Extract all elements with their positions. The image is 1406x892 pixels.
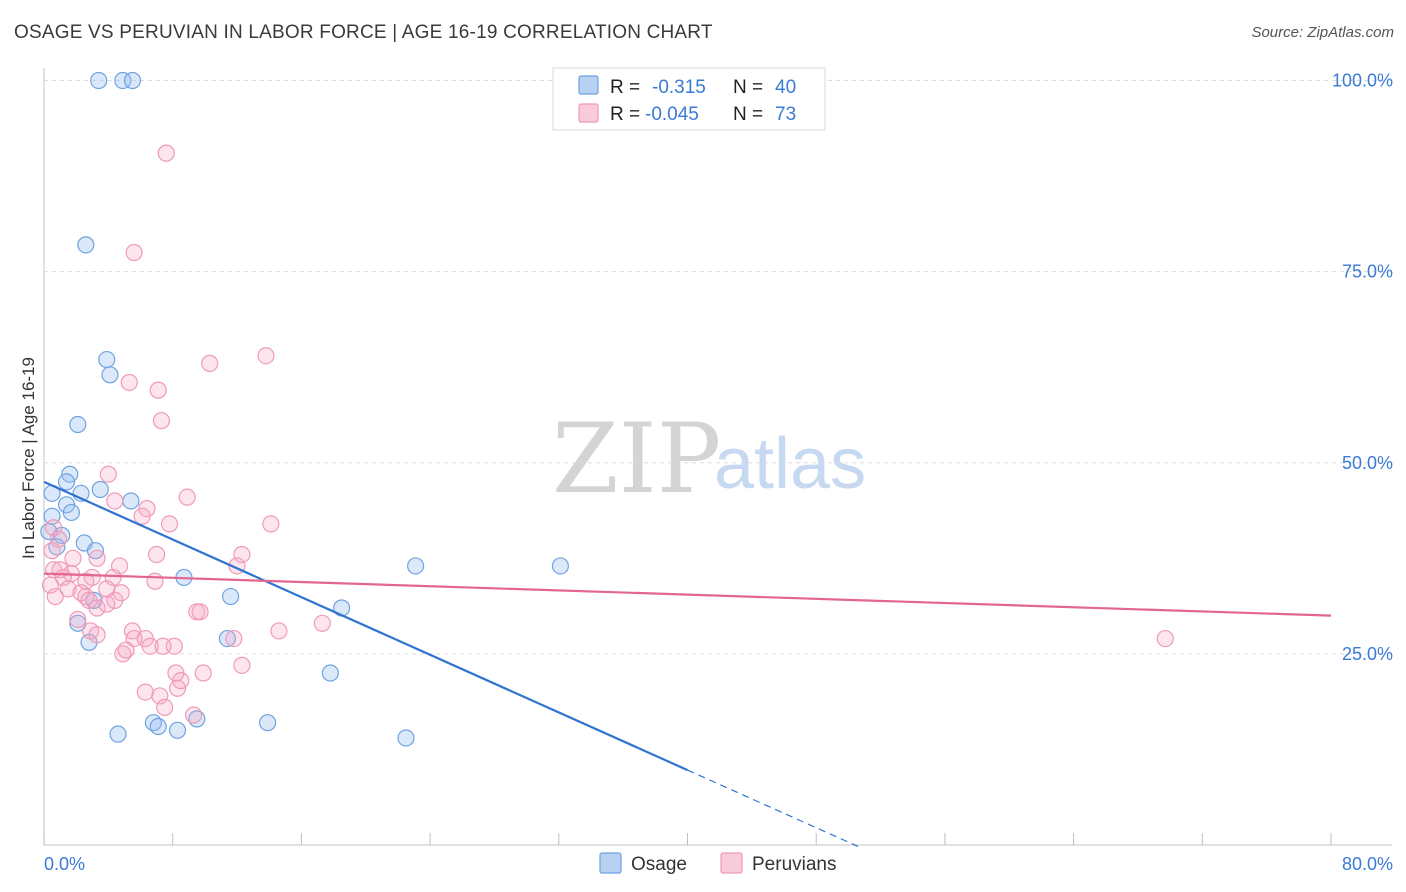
legend-peruvians-n-value: 73	[775, 104, 796, 125]
peruvians-point	[168, 679, 187, 697]
peruvians-point	[154, 637, 172, 655]
peruvians-trend-line	[43, 572, 1332, 617]
peruvians-point	[157, 144, 175, 162]
peruvians-point	[98, 595, 116, 613]
peruvians-point	[141, 637, 159, 655]
legend-osage-r-value: -0.315	[652, 77, 706, 98]
legend-osage-n-label: N =	[733, 77, 763, 98]
osage-point	[407, 557, 425, 575]
osage-point	[57, 473, 76, 491]
osage-point	[101, 366, 119, 384]
peruvians-point	[149, 381, 167, 399]
peruvians-point	[262, 515, 280, 533]
osage-point	[69, 415, 87, 434]
osage-point	[69, 614, 87, 632]
osage-trend-line	[43, 480, 688, 772]
legend-peruvians-r-value: -0.045	[645, 104, 699, 125]
osage-point	[109, 725, 127, 743]
peruvians-point	[156, 698, 174, 716]
peruvians-point	[43, 542, 61, 560]
y-tick-label: 50.0%	[1342, 453, 1393, 473]
osage-point	[114, 71, 132, 90]
osage-trend-extension	[687, 769, 859, 848]
peruvians-point	[64, 549, 82, 567]
y-tick-label: 75.0%	[1342, 262, 1393, 282]
y-tick-label: 25.0%	[1342, 644, 1393, 664]
osage-point	[123, 71, 142, 90]
peruvians-point	[59, 580, 77, 598]
peruvians-point	[160, 515, 179, 533]
peruvians-point	[133, 507, 151, 525]
trend-lines	[43, 480, 1332, 848]
peruvians-point	[185, 706, 203, 724]
peruvians-point	[69, 610, 87, 629]
legend-osage-r-label: R =	[610, 77, 640, 98]
osage-point	[321, 664, 339, 682]
x-tick-label: 80.0%	[1342, 854, 1393, 874]
series-legend: Osage Peruvians	[599, 852, 837, 875]
osage-point	[551, 557, 570, 575]
data-points	[40, 71, 1174, 747]
axes	[43, 68, 1392, 846]
bottom-legend-peruvians-swatch	[720, 852, 743, 874]
peruvians-point	[148, 545, 166, 564]
watermark-atlas: atlas	[714, 424, 866, 504]
legend-osage-n-value: 40	[775, 77, 796, 98]
peruvians-point	[99, 465, 117, 483]
chart-source: Source: ZipAtlas.com	[1251, 24, 1394, 41]
peruvians-point	[88, 626, 106, 644]
peruvians-point	[233, 656, 251, 674]
peruvians-point	[257, 347, 275, 365]
bottom-legend-peruvians-label: Peruvians	[752, 854, 837, 875]
peruvians-point	[112, 584, 130, 602]
osage-point	[168, 721, 187, 739]
peruvians-point	[225, 629, 243, 648]
peruvians-point	[201, 354, 219, 372]
peruvians-point	[125, 243, 143, 262]
osage-point	[77, 236, 95, 254]
osage-point	[397, 729, 415, 747]
peruvians-point	[136, 683, 154, 701]
peruvians-point	[88, 599, 106, 617]
osage-point	[91, 480, 109, 499]
peruvians-point	[152, 412, 171, 430]
x-tick-label: 0.0%	[44, 854, 85, 874]
osage-point	[259, 714, 277, 732]
legend-peruvians-r-label: R =	[610, 104, 640, 125]
peruvians-point	[270, 622, 288, 640]
legend-osage-swatch	[578, 75, 599, 95]
peruvians-point	[178, 488, 196, 506]
osage-point	[122, 492, 140, 510]
osage-point	[98, 350, 116, 369]
peruvians-point	[194, 664, 212, 682]
osage-point	[62, 503, 80, 522]
peruvians-point	[117, 641, 135, 659]
stats-legend: R = -0.315 N = 40 R = -0.045 N = 73	[552, 67, 826, 131]
osage-point	[222, 587, 240, 606]
watermark-zip: ZIP	[552, 403, 721, 515]
osage-point	[90, 71, 108, 90]
bottom-legend-osage-swatch	[599, 852, 622, 874]
legend-peruvians-swatch	[578, 103, 599, 123]
y-axis-title: In Labor Force | Age 16-19	[19, 357, 38, 559]
peruvians-point	[146, 572, 164, 590]
peruvians-point	[46, 587, 64, 606]
tick-labels: 25.0% 50.0% 75.0% 100.0% 0.0% 80.0%	[44, 71, 1393, 875]
peruvians-point	[106, 492, 124, 510]
osage-point	[218, 629, 236, 648]
legend-peruvians-n-label: N =	[733, 104, 763, 125]
osage-point	[149, 717, 167, 736]
peruvians-point	[88, 549, 106, 567]
peruvians-point	[1156, 629, 1174, 648]
chart-title: OSAGE VS PERUVIAN IN LABOR FORCE | AGE 1…	[14, 22, 713, 43]
y-tick-label: 100.0%	[1332, 71, 1393, 91]
gridlines	[44, 80, 1392, 655]
bottom-legend-osage-label: Osage	[631, 854, 687, 875]
peruvians-point	[191, 603, 209, 621]
peruvians-point	[313, 614, 331, 632]
peruvians-point	[120, 373, 138, 392]
